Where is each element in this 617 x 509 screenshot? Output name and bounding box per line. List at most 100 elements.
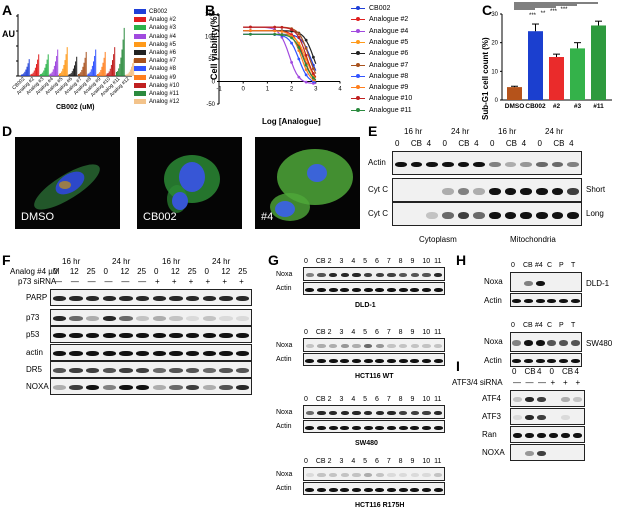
panel-b-legend-marker: [356, 17, 360, 22]
panel-b-point: [311, 55, 315, 59]
blot-band: [410, 287, 420, 292]
panel-i-row-label: ATF4: [482, 394, 501, 403]
blot-band: [410, 411, 419, 415]
blot-band: [488, 161, 501, 167]
blot-band: [410, 487, 420, 492]
panel-a-bar: [88, 73, 90, 76]
panel-a-legend-label: Analog #10: [149, 82, 180, 89]
panel-e-exposure-label: Long: [586, 209, 604, 218]
panel-c-sig-stars: ***: [560, 7, 568, 13]
panel-g-lane-label: 11: [434, 458, 442, 465]
blot-band: [375, 273, 384, 277]
blot-band: [329, 344, 338, 348]
panel-a-bar: [57, 49, 59, 76]
blot-band: [102, 333, 116, 338]
panel-b-ytick-label: 0: [212, 80, 216, 86]
blot-band: [504, 211, 517, 219]
blot-band: [316, 487, 327, 492]
panel-i-sirna-mark: —: [538, 378, 546, 387]
panel-h-noxa-row: [510, 272, 582, 292]
blot-band: [387, 411, 396, 415]
panel-a-bar: [83, 62, 85, 76]
blot-band: [351, 287, 362, 292]
blot-band: [399, 344, 408, 348]
blot-band: [86, 333, 100, 338]
panel-g-row-label: Actin: [276, 285, 292, 292]
panel-b-legend-marker: [356, 6, 360, 10]
panel-g-cell-line-label: HCT116 R175H: [355, 502, 405, 509]
panel-b-point: [304, 73, 308, 77]
blot-band: [375, 473, 384, 477]
panel-h-lane-label: CB: [523, 262, 533, 269]
panel-g-lane-label: CB: [315, 258, 326, 265]
panel-a-bar: [64, 60, 66, 76]
panel-e-time-label: 24 hr: [545, 127, 564, 136]
blot-band: [535, 211, 548, 219]
panel-h-lane-label: #4: [535, 262, 543, 269]
panel-f-lane-label: 25: [86, 267, 96, 276]
panel-f-lane-label: 0: [154, 267, 159, 276]
panel-g-lane-label: 4: [351, 396, 356, 403]
blot-band: [457, 161, 470, 167]
panel-a-bar: [26, 66, 28, 76]
panel-a-bar: [23, 73, 25, 76]
blot-band: [524, 397, 534, 402]
blot-band: [363, 487, 373, 492]
panel-g-row-label: Actin: [276, 356, 292, 363]
panel-b-point: [297, 32, 301, 36]
blot-band: [186, 368, 200, 373]
panel-f-sirna-mark: +: [239, 277, 244, 286]
blot-band: [547, 340, 557, 346]
panel-a-bar: [75, 61, 77, 76]
panel-f-sirna-mark: +: [188, 277, 194, 286]
blot-band: [473, 187, 486, 195]
panel-e-fraction-label: Mitochondria: [510, 235, 556, 244]
blot-band: [364, 411, 373, 415]
panel-a-bar: [109, 68, 111, 76]
blot-band: [317, 344, 326, 348]
blot-band: [398, 487, 408, 492]
panel-a-bar: [113, 54, 115, 76]
panel-c-bar: [570, 48, 585, 100]
panel-f-sirna-mark: —: [121, 277, 130, 286]
panel-i-sirna-label: ATF3/4 siRNA: [452, 378, 503, 387]
blot-band: [136, 316, 150, 321]
panel-a-xlabel: CB002 (uM): [56, 104, 95, 111]
panel-c-sig-stars: **: [541, 11, 546, 17]
blot-band: [551, 161, 564, 167]
panel-a-bar: [66, 47, 68, 76]
panel-b-point: [290, 28, 293, 32]
panel-g-lane-label: 5: [363, 396, 368, 403]
panel-c-ylabel: Sub-G1 cell count (%): [481, 37, 490, 120]
panel-b-point: [297, 57, 301, 61]
panel-a-bar: [72, 68, 74, 76]
panel-a-bar: [62, 68, 64, 76]
panel-g-lane-label: 10: [422, 329, 431, 336]
blot-band: [52, 333, 66, 338]
blot-band: [219, 316, 233, 321]
blot-band: [69, 316, 83, 321]
panel-c-ytick-label: 10: [491, 69, 498, 75]
panel-b-point: [290, 33, 293, 36]
panel-a-bar: [100, 69, 102, 76]
blot-band: [202, 296, 216, 301]
panel-b-point: [273, 25, 277, 29]
panel-a-bar: [21, 74, 22, 76]
blot-band: [410, 473, 419, 477]
panel-g-lane-label: 8: [398, 458, 403, 465]
panel-g-lane-label: 4: [351, 458, 356, 465]
panel-i-row-label: Ran: [482, 430, 497, 439]
panel-f-label: F: [2, 252, 11, 268]
blot-band: [558, 299, 569, 303]
panel-b-ytick-label: 50: [208, 57, 215, 63]
panel-d-label: D: [2, 123, 13, 139]
blot-band: [433, 358, 443, 363]
blot-band: [169, 316, 183, 321]
blot-band: [551, 187, 564, 195]
panel-a-bar: [22, 74, 24, 76]
blot-band: [363, 358, 373, 363]
panel-a-bar: [65, 54, 67, 76]
panel-f-lane-label: 12: [120, 267, 130, 276]
panel-e-blot-row: [392, 151, 582, 175]
panel-g-lane-label: 6: [375, 329, 379, 336]
